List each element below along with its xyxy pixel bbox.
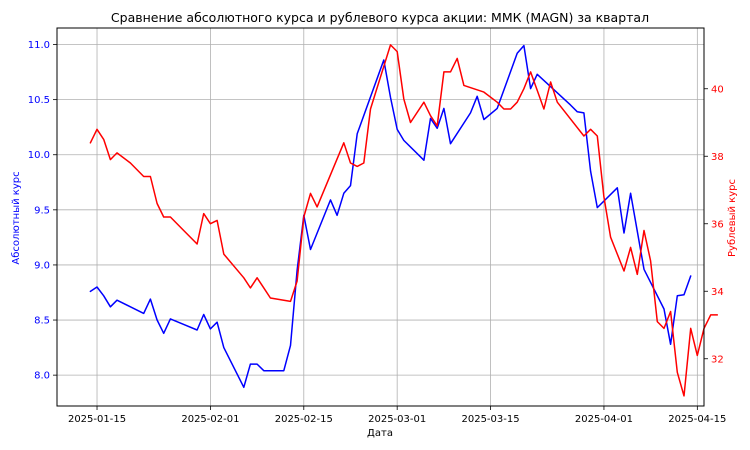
x-tick-label: 2025-01-15 xyxy=(68,414,126,425)
x-tick-label: 2025-03-15 xyxy=(461,414,519,425)
y-left-axis: 8.0 8.5 9.0 9.5 10.0 10.5 11.0 xyxy=(28,40,57,382)
y-left-tick-label: 11.0 xyxy=(28,40,50,51)
x-tick-label: 2025-03-01 xyxy=(368,414,426,425)
y-right-axis-title: Рублевый курс xyxy=(727,179,738,257)
y-right-tick-label: 38 xyxy=(711,152,724,163)
x-axis: 2025-01-15 2025-02-01 2025-02-15 2025-03-01… xyxy=(68,406,726,425)
y-left-tick-label: 9.0 xyxy=(34,260,50,271)
x-axis-title: Дата xyxy=(367,428,393,439)
y-left-tick-label: 10.5 xyxy=(28,95,50,106)
y-left-tick-label: 8.5 xyxy=(34,316,50,327)
y-right-tick-label: 36 xyxy=(711,219,724,230)
y-right-tick-label: 34 xyxy=(711,287,724,298)
series-line-ruble xyxy=(89,44,719,397)
y-left-axis-title: Абсолютный курс xyxy=(11,171,22,264)
x-tick-label: 2025-04-15 xyxy=(668,414,726,425)
series-layer xyxy=(89,44,719,397)
y-right-tick-label: 40 xyxy=(711,84,724,95)
y-left-tick-label: 8.0 xyxy=(34,371,50,382)
y-left-tick-label: 10.0 xyxy=(28,150,50,161)
grid xyxy=(57,28,704,406)
x-tick-label: 2025-02-15 xyxy=(275,414,333,425)
y-right-tick-label: 32 xyxy=(711,354,724,365)
series-line-absolute xyxy=(89,44,692,389)
y-right-axis: 32 34 36 38 40 xyxy=(704,84,724,365)
x-tick-label: 2025-04-01 xyxy=(575,414,633,425)
x-tick-label: 2025-02-01 xyxy=(181,414,239,425)
y-left-tick-label: 9.5 xyxy=(34,205,50,216)
plot-frame xyxy=(56,27,705,407)
chart-title: Сравнение абсолютного курса и рублевого … xyxy=(111,10,649,25)
